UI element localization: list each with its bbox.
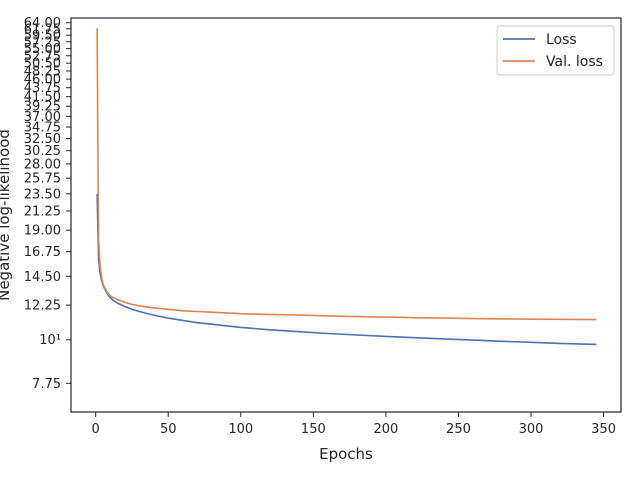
y-tick-label: 23.50 bbox=[24, 187, 61, 202]
series-layer bbox=[96, 28, 597, 346]
x-axis-label: Epochs bbox=[319, 445, 373, 463]
x-tick-label: 0 bbox=[92, 422, 100, 437]
legend-label: Val. loss bbox=[546, 54, 603, 70]
y-tick-label: 39.25 bbox=[24, 100, 61, 115]
x-axis: 0 50 100 150 200 250 300 350 bbox=[92, 412, 616, 437]
y-tick-label: 37.00 bbox=[24, 110, 61, 125]
y-tick-label: 30.25 bbox=[24, 144, 61, 159]
legend-label: Loss bbox=[546, 32, 577, 48]
y-tick-label: 57.25 bbox=[24, 35, 61, 50]
x-tick-label: 150 bbox=[301, 422, 326, 437]
y-tick-label: 28.00 bbox=[24, 157, 61, 172]
x-tick-label: 200 bbox=[373, 422, 398, 437]
y-tick-label: 55.00 bbox=[24, 42, 61, 57]
y-tick-label: 59.50 bbox=[24, 29, 61, 44]
y-tick-label: 7.75 bbox=[32, 377, 61, 392]
x-tick-label: 50 bbox=[160, 422, 177, 437]
x-tick-label: 250 bbox=[446, 422, 471, 437]
y-tick-label: 52.75 bbox=[24, 49, 61, 64]
y-tick-label: 21.25 bbox=[24, 205, 61, 220]
y-tick-label: 64.00 bbox=[24, 16, 61, 31]
y-tick-label: 48.25 bbox=[24, 64, 61, 79]
y-tick-label: 19.00 bbox=[24, 224, 61, 239]
y-tick-label: 14.50 bbox=[24, 270, 61, 285]
y-tick-label: 43.75 bbox=[24, 81, 61, 96]
y-tick-label: 34.75 bbox=[24, 121, 61, 136]
y-tick-label: 16.75 bbox=[24, 245, 61, 260]
y-tick-label: 10¹ bbox=[39, 333, 61, 348]
series-line bbox=[96, 28, 597, 321]
plot-area bbox=[70, 17, 622, 413]
y-tick-label: 41.50 bbox=[24, 90, 61, 105]
y-tick-label: 61.75 bbox=[24, 22, 61, 37]
legend: Loss Val. loss bbox=[496, 25, 615, 76]
y-axis-label: Negative log-likelihood bbox=[0, 129, 13, 301]
x-tick-label: 300 bbox=[519, 422, 544, 437]
y-tick-label: 46.00 bbox=[24, 73, 61, 88]
x-tick-label: 100 bbox=[228, 422, 253, 437]
y-axis: 7.75 10¹ 12.25 14.50 16.75 19.00 21.25 23.5025.… bbox=[24, 16, 71, 392]
y-tick-label: 50.50 bbox=[24, 57, 61, 72]
y-tick-label: 12.25 bbox=[24, 299, 61, 314]
y-tick-label: 32.50 bbox=[24, 132, 61, 147]
x-tick-label: 350 bbox=[591, 422, 616, 437]
y-tick-label: 25.75 bbox=[24, 172, 61, 187]
